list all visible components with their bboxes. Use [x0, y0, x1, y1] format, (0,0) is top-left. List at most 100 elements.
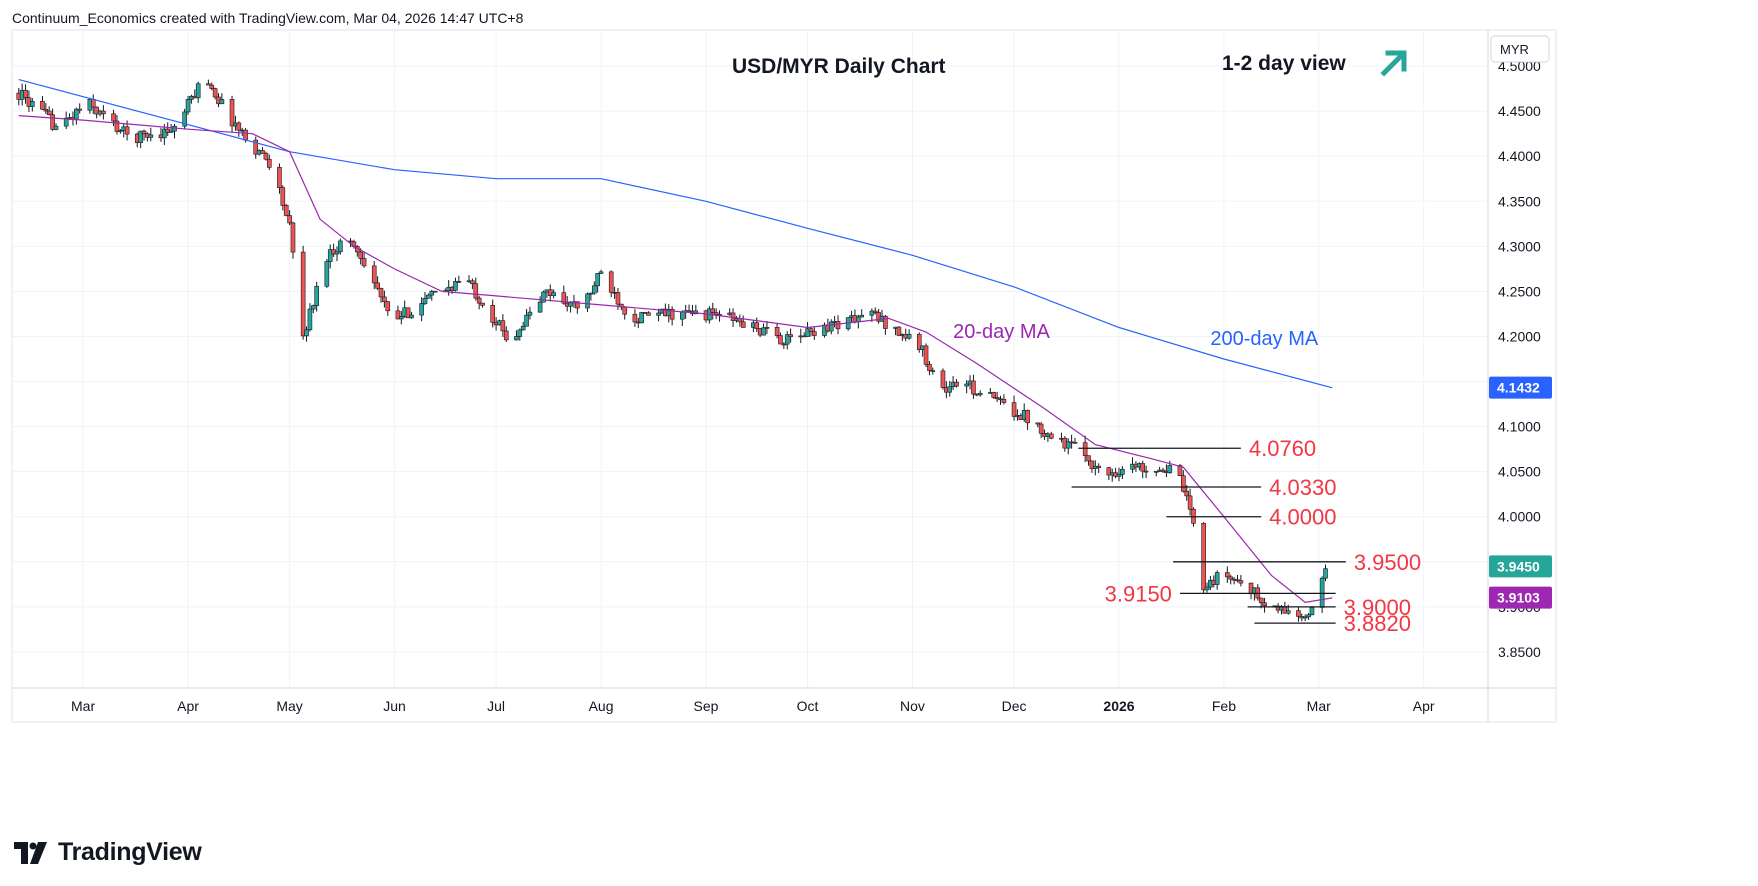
candle[interactable] [1201, 523, 1206, 591]
candle[interactable] [1262, 602, 1267, 607]
candle[interactable] [476, 297, 482, 304]
candle[interactable] [480, 302, 485, 306]
candle[interactable] [148, 134, 154, 138]
candle[interactable] [632, 313, 638, 323]
candle[interactable] [639, 312, 644, 324]
candle[interactable] [669, 308, 675, 320]
candle[interactable] [1065, 441, 1071, 449]
candle[interactable] [964, 383, 969, 387]
candle[interactable] [568, 302, 573, 307]
candle[interactable] [916, 333, 922, 350]
candle[interactable] [517, 329, 523, 337]
candle[interactable] [456, 281, 462, 283]
candle[interactable] [646, 312, 651, 316]
candle[interactable] [30, 100, 35, 107]
candle[interactable] [371, 265, 377, 284]
candle[interactable] [358, 251, 363, 259]
candle[interactable] [283, 205, 289, 216]
candle[interactable] [740, 321, 746, 328]
candle[interactable] [812, 331, 817, 336]
candle[interactable] [1120, 468, 1125, 475]
candle[interactable] [906, 333, 912, 339]
candle[interactable] [1025, 410, 1030, 424]
candle[interactable] [1238, 580, 1244, 584]
candle[interactable] [1184, 490, 1190, 497]
candle[interactable] [111, 113, 116, 122]
candle[interactable] [1177, 465, 1183, 476]
candle[interactable] [764, 327, 770, 329]
candle[interactable] [395, 310, 401, 320]
candle[interactable] [883, 315, 888, 329]
candle[interactable] [514, 336, 519, 341]
candle[interactable] [46, 110, 52, 116]
candle[interactable] [527, 311, 533, 316]
candle[interactable] [1082, 442, 1088, 456]
candle[interactable] [551, 292, 556, 297]
candle[interactable] [382, 296, 387, 303]
candle[interactable] [426, 294, 431, 299]
candle[interactable] [784, 334, 790, 345]
candle[interactable] [280, 187, 286, 206]
candle[interactable] [971, 380, 976, 395]
candle[interactable] [327, 249, 333, 262]
candle[interactable] [1258, 597, 1264, 604]
candle[interactable] [896, 326, 902, 336]
candle[interactable] [253, 139, 259, 155]
currency-box[interactable] [1490, 35, 1550, 63]
candle[interactable] [872, 310, 878, 313]
candle[interactable] [138, 130, 143, 143]
candle[interactable] [287, 215, 292, 224]
candle[interactable] [1309, 607, 1315, 616]
candle[interactable] [266, 158, 272, 168]
candle[interactable] [500, 320, 506, 332]
candle[interactable] [1296, 610, 1301, 617]
candle[interactable] [212, 88, 218, 98]
candle[interactable] [1001, 398, 1007, 403]
candle[interactable] [923, 345, 929, 365]
candle[interactable] [277, 167, 282, 188]
candle[interactable] [520, 325, 526, 331]
candle[interactable] [53, 125, 59, 130]
candle[interactable] [432, 290, 438, 293]
candle[interactable] [585, 293, 590, 309]
candle[interactable] [869, 310, 875, 316]
candle[interactable] [1089, 460, 1095, 469]
candle[interactable] [236, 122, 242, 131]
candle[interactable] [1035, 422, 1041, 425]
candle[interactable] [399, 316, 404, 320]
candle[interactable] [1048, 433, 1054, 439]
candle[interactable] [679, 311, 685, 320]
ma200-line[interactable] [18, 79, 1333, 389]
candle[interactable] [575, 301, 580, 309]
candle[interactable] [141, 130, 147, 135]
ma20-line[interactable] [18, 115, 1333, 604]
candle[interactable] [118, 130, 123, 132]
candle[interactable] [1116, 474, 1122, 477]
candle[interactable] [954, 381, 959, 387]
candle[interactable] [927, 364, 932, 371]
candle[interactable] [808, 328, 814, 332]
candle[interactable] [162, 128, 167, 139]
candle[interactable] [774, 327, 780, 336]
candle[interactable] [1072, 441, 1078, 444]
candle[interactable] [656, 312, 661, 316]
candle[interactable] [40, 100, 45, 110]
candle[interactable] [1143, 470, 1149, 473]
candle[interactable] [781, 343, 787, 346]
candle[interactable] [1323, 568, 1328, 579]
candle[interactable] [622, 306, 628, 315]
candle[interactable] [537, 301, 543, 313]
candle[interactable] [859, 314, 865, 318]
candle[interactable] [541, 291, 546, 303]
candle[interactable] [835, 321, 841, 330]
candle[interactable] [209, 84, 215, 89]
candle[interactable] [473, 283, 479, 299]
candle[interactable] [710, 308, 716, 313]
candle[interactable] [524, 314, 529, 327]
candle[interactable] [1187, 495, 1193, 510]
candle[interactable] [182, 111, 187, 127]
candle[interactable] [1285, 610, 1291, 614]
candle[interactable] [761, 327, 766, 336]
candle[interactable] [361, 258, 367, 267]
